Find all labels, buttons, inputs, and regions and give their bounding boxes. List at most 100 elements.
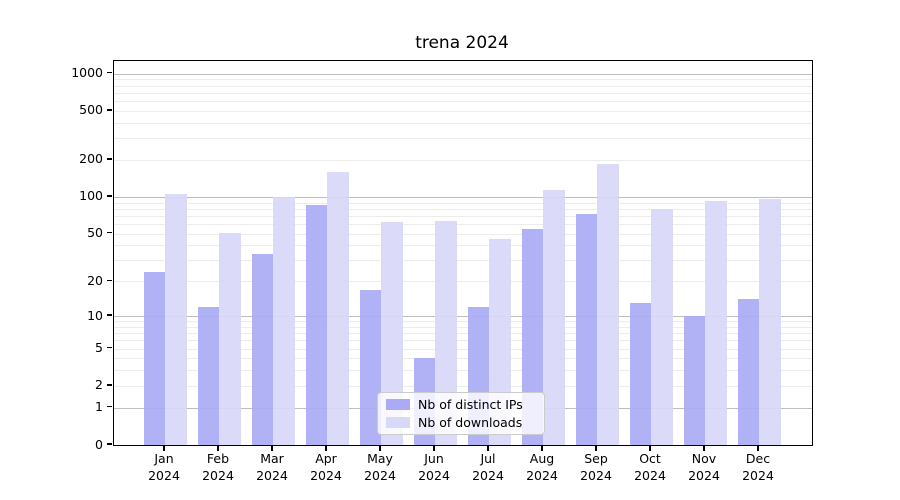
gridline-minor bbox=[114, 79, 812, 81]
x-tick-label: Sep 2024 bbox=[580, 451, 612, 483]
y-tick-label: 2 bbox=[95, 377, 103, 393]
x-tick-mark bbox=[325, 445, 327, 451]
y-tick-label: 5 bbox=[95, 340, 103, 356]
y-tick-mark bbox=[107, 346, 112, 349]
x-tick-mark bbox=[649, 445, 651, 451]
y-tick-mark bbox=[107, 443, 112, 445]
x-tick-label: Mar 2024 bbox=[256, 451, 288, 483]
legend-swatch-downloads bbox=[386, 417, 410, 428]
bar-distinct-ips bbox=[683, 316, 705, 445]
x-tick-label: Feb 2024 bbox=[202, 451, 234, 483]
gridline-minor bbox=[114, 202, 812, 204]
y-tick-label: 500 bbox=[79, 102, 103, 118]
x-tick-label: Jul 2024 bbox=[472, 451, 504, 483]
x-tick-mark bbox=[217, 445, 219, 451]
x-tick-mark bbox=[379, 445, 381, 451]
gridline-minor bbox=[114, 245, 812, 247]
x-tick-label: Dec 2024 bbox=[742, 451, 774, 483]
y-tick-label: 20 bbox=[87, 272, 103, 288]
x-tick-mark bbox=[433, 445, 435, 451]
gridline-major bbox=[114, 73, 812, 75]
x-tick-mark bbox=[163, 445, 165, 451]
x-tick-label: May 2024 bbox=[364, 451, 396, 483]
bar-distinct-ips bbox=[143, 271, 165, 445]
y-tick-mark bbox=[107, 71, 112, 74]
y-tick-label: 200 bbox=[79, 151, 103, 167]
legend-swatch-distinct-ips bbox=[386, 399, 410, 410]
x-tick-label: Apr 2024 bbox=[310, 451, 342, 483]
x-tick-label: Jan 2024 bbox=[148, 451, 180, 483]
bar-downloads bbox=[381, 222, 403, 445]
legend-item-downloads: Nb of downloads bbox=[386, 415, 536, 430]
x-tick-mark bbox=[271, 445, 273, 451]
bar-downloads bbox=[759, 198, 781, 445]
gridline-minor bbox=[114, 208, 812, 210]
gridline-minor bbox=[114, 370, 812, 372]
bar-downloads bbox=[219, 232, 241, 445]
bar-distinct-ips bbox=[521, 228, 543, 445]
legend: Nb of distinct IPs Nb of downloads bbox=[377, 392, 545, 435]
bar-distinct-ips bbox=[575, 213, 597, 445]
bar-downloads bbox=[705, 201, 727, 445]
gridline-minor bbox=[114, 138, 812, 140]
gridline-minor bbox=[114, 326, 812, 328]
plot-area bbox=[113, 60, 813, 446]
x-tick-mark bbox=[595, 445, 597, 451]
x-tick-label: Oct 2024 bbox=[634, 451, 666, 483]
gridline-major bbox=[114, 316, 812, 318]
y-tick-label: 50 bbox=[87, 225, 103, 241]
gridline-major bbox=[114, 196, 812, 198]
bar-downloads bbox=[273, 196, 295, 445]
gridline-minor bbox=[114, 260, 812, 262]
bar-downloads bbox=[651, 208, 673, 445]
x-tick-label: Aug 2024 bbox=[526, 451, 558, 483]
bar-distinct-ips bbox=[629, 303, 651, 445]
y-tick-mark bbox=[107, 406, 112, 408]
bar-downloads bbox=[327, 171, 349, 445]
gridline-minor bbox=[114, 85, 812, 87]
bar-distinct-ips bbox=[359, 289, 381, 445]
y-tick-mark bbox=[107, 195, 112, 197]
gridline-minor bbox=[114, 215, 812, 217]
y-tick-label: 0 bbox=[95, 436, 103, 452]
y-tick-mark bbox=[107, 109, 112, 111]
gridline-minor bbox=[114, 224, 812, 225]
x-tick-mark bbox=[487, 445, 489, 451]
y-tick-label: 100 bbox=[79, 188, 103, 204]
x-tick-label: Nov 2024 bbox=[688, 451, 720, 483]
gridline-minor bbox=[114, 385, 812, 387]
gridline-minor bbox=[114, 340, 812, 342]
bar-downloads bbox=[543, 189, 565, 445]
legend-label-downloads: Nb of downloads bbox=[418, 415, 523, 430]
y-tick-mark bbox=[107, 158, 112, 160]
gridline-minor bbox=[114, 321, 812, 323]
chart-title: trena 2024 bbox=[415, 33, 509, 53]
gridline-minor bbox=[114, 122, 812, 124]
gridline-minor bbox=[114, 92, 812, 94]
y-tick-mark bbox=[107, 279, 112, 282]
y-tick-mark bbox=[107, 384, 112, 386]
gridline-minor bbox=[114, 101, 812, 103]
bar-downloads bbox=[597, 164, 619, 445]
gridline-minor bbox=[114, 333, 812, 335]
gridline-minor bbox=[114, 348, 812, 350]
y-tick-mark bbox=[107, 231, 112, 234]
y-tick-label: 1000 bbox=[71, 65, 103, 81]
x-tick-mark bbox=[541, 445, 543, 451]
bar-distinct-ips bbox=[737, 299, 759, 445]
bar-distinct-ips bbox=[251, 253, 273, 445]
gridline-minor bbox=[114, 233, 812, 235]
bar-downloads bbox=[165, 194, 187, 445]
gridline-minor bbox=[114, 358, 812, 360]
y-tick-mark bbox=[107, 314, 112, 316]
bar-distinct-ips bbox=[305, 204, 327, 445]
legend-item-distinct-ips: Nb of distinct IPs bbox=[386, 397, 536, 412]
bar-downloads bbox=[435, 220, 457, 445]
gridline-minor bbox=[114, 281, 812, 283]
bar-distinct-ips bbox=[197, 307, 219, 445]
x-tick-label: Jun 2024 bbox=[418, 451, 450, 483]
gridline-minor bbox=[114, 110, 812, 112]
gridline-minor bbox=[114, 159, 812, 161]
y-tick-label: 1 bbox=[95, 399, 103, 415]
